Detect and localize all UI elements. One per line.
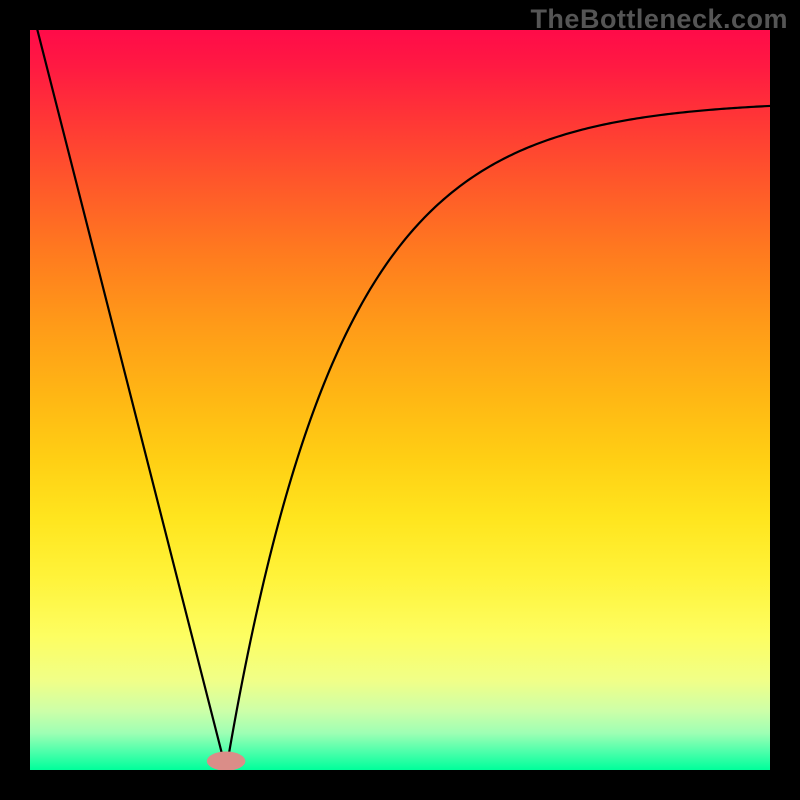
chart-outer: TheBottleneck.com <box>0 0 800 800</box>
vertex-marker <box>207 752 245 771</box>
gradient-background <box>30 30 770 770</box>
chart-svg <box>30 30 770 770</box>
watermark-text: TheBottleneck.com <box>530 4 788 35</box>
plot-area <box>30 30 770 770</box>
